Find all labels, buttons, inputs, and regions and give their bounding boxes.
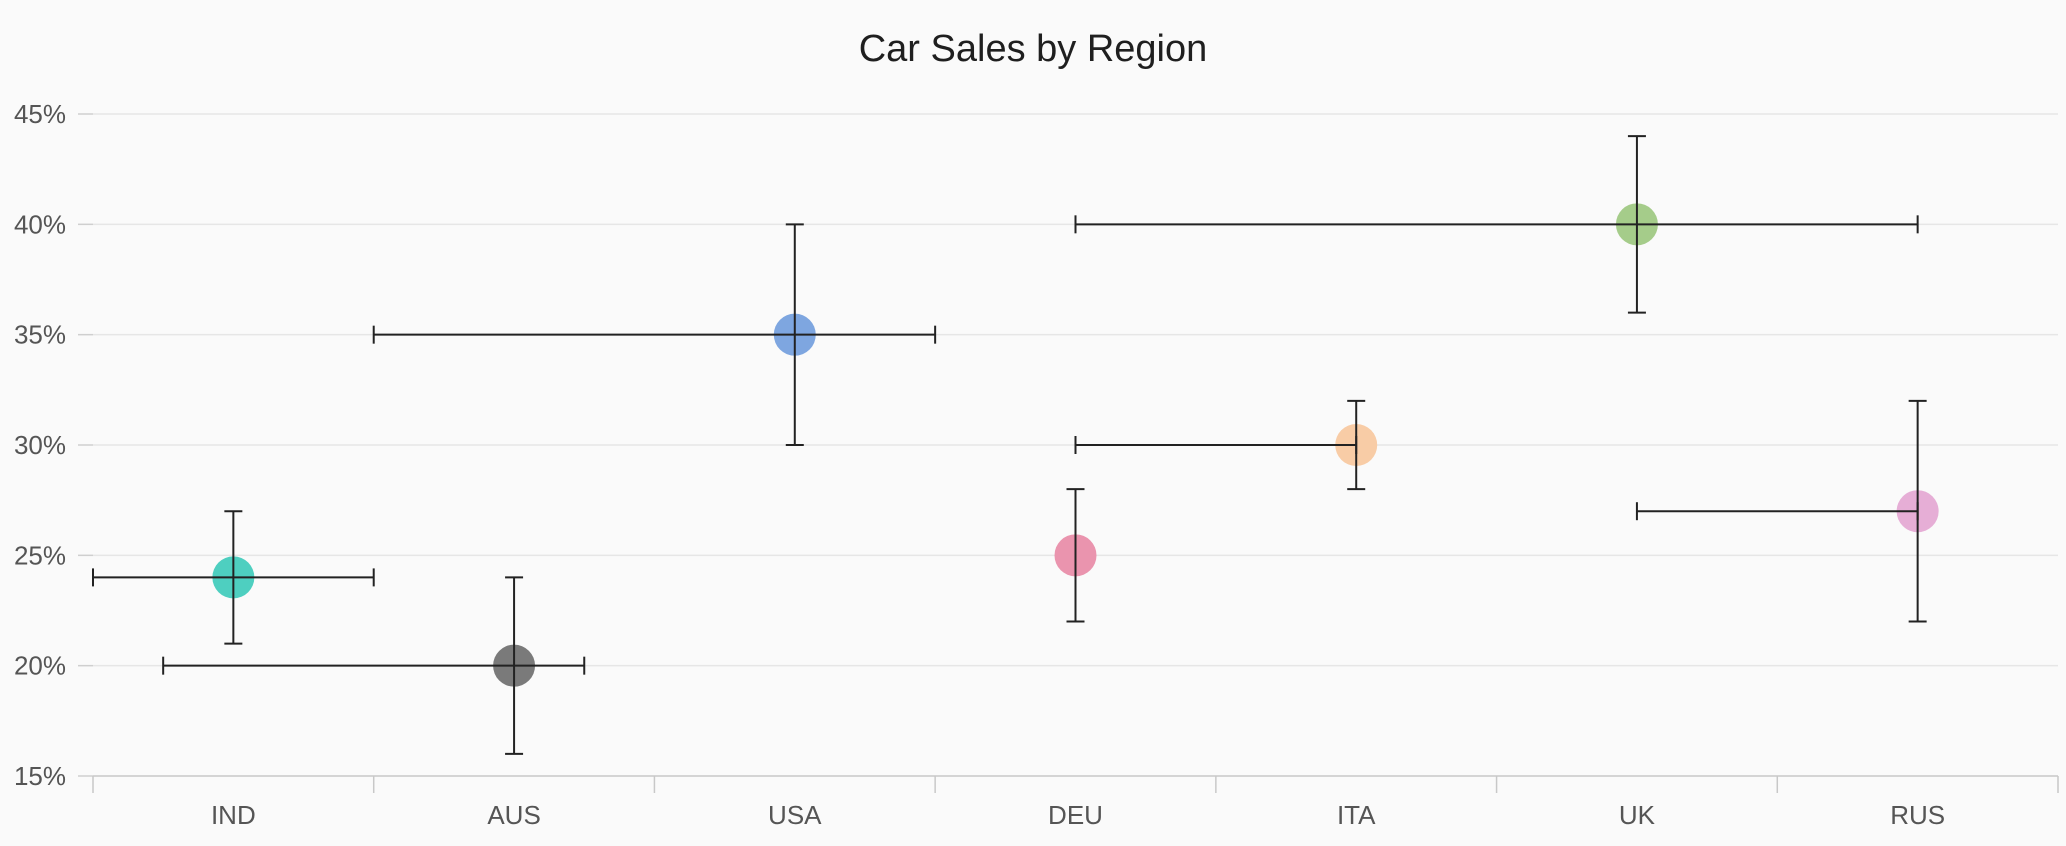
x-tick-label: USA bbox=[768, 800, 822, 830]
y-tick-label: 25% bbox=[14, 540, 66, 570]
y-tick-label: 35% bbox=[14, 320, 66, 350]
x-tick-label: UK bbox=[1619, 800, 1656, 830]
y-tick-label: 15% bbox=[14, 761, 66, 791]
y-tick-label: 45% bbox=[14, 99, 66, 129]
x-tick-label: RUS bbox=[1890, 800, 1945, 830]
y-tick-label: 40% bbox=[14, 209, 66, 239]
y-tick-label: 20% bbox=[14, 651, 66, 681]
x-tick-label: ITA bbox=[1337, 800, 1376, 830]
x-tick-label: IND bbox=[211, 800, 256, 830]
x-tick-label: AUS bbox=[487, 800, 540, 830]
y-tick-label: 30% bbox=[14, 430, 66, 460]
chart-title: Car Sales by Region bbox=[858, 28, 1208, 70]
x-tick-label: DEU bbox=[1048, 800, 1103, 830]
